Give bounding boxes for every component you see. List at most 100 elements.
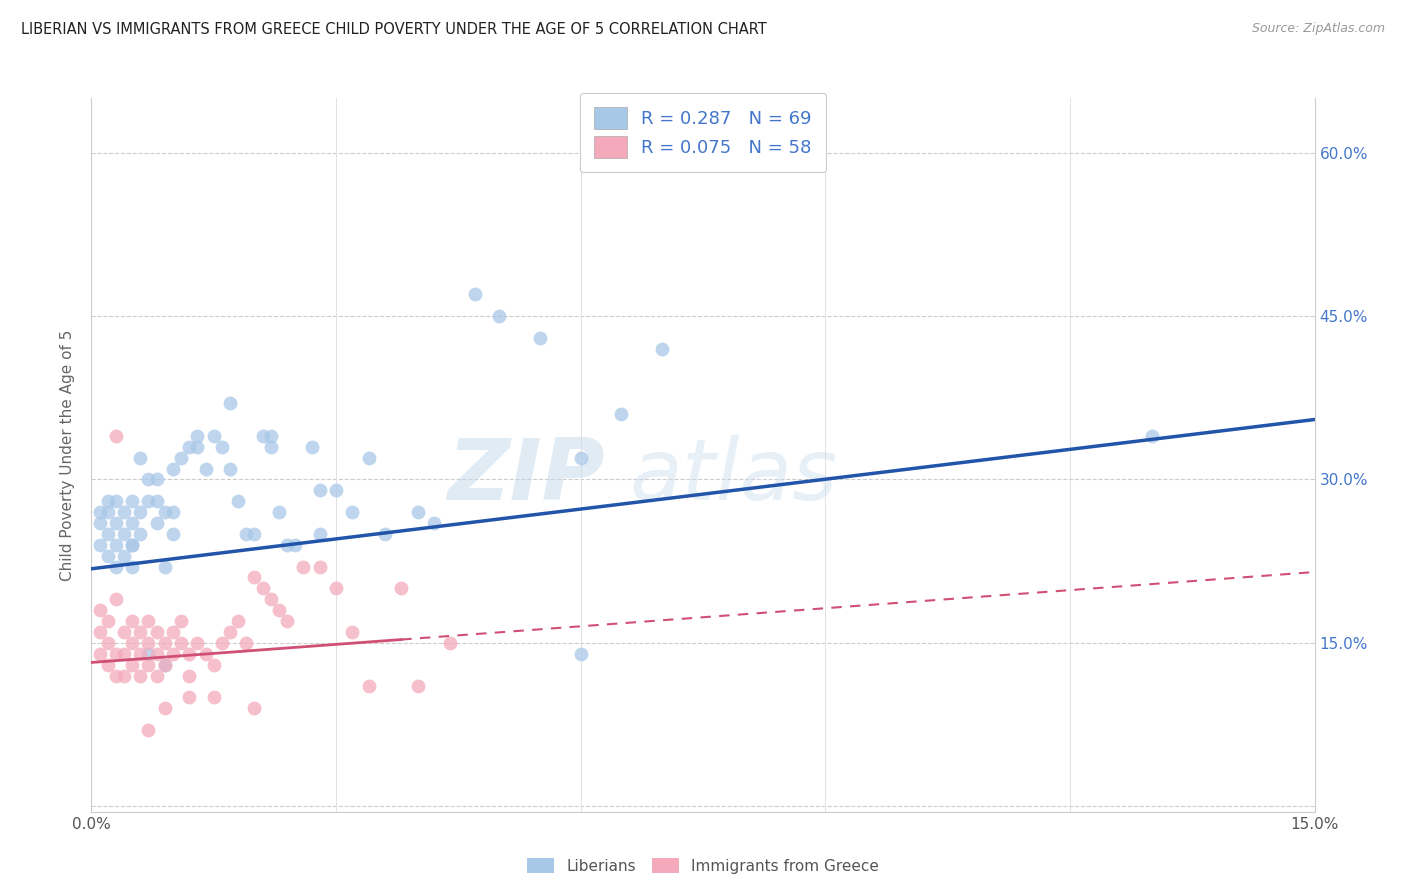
Point	[569, 647, 592, 661]
Point	[162, 624, 184, 639]
Text: ZIP: ZIP	[447, 434, 605, 518]
Point	[252, 429, 274, 443]
Point	[153, 657, 176, 672]
Point	[267, 505, 290, 519]
Point	[129, 450, 152, 465]
Point	[153, 636, 176, 650]
Point	[145, 624, 167, 639]
Point	[89, 603, 111, 617]
Point	[1140, 429, 1163, 443]
Point	[243, 701, 266, 715]
Point	[129, 505, 152, 519]
Point	[121, 516, 143, 530]
Point	[179, 690, 201, 705]
Point	[219, 461, 242, 475]
Point	[112, 527, 135, 541]
Point	[129, 647, 152, 661]
Point	[423, 516, 446, 530]
Point	[488, 309, 510, 323]
Point	[112, 549, 135, 563]
Point	[308, 483, 330, 498]
Point	[276, 538, 298, 552]
Point	[97, 636, 120, 650]
Point	[651, 342, 673, 356]
Point	[121, 559, 143, 574]
Point	[301, 440, 323, 454]
Point	[104, 538, 127, 552]
Point	[162, 647, 184, 661]
Point	[104, 668, 127, 682]
Point	[389, 582, 412, 596]
Point	[529, 331, 551, 345]
Point	[243, 570, 266, 584]
Text: LIBERIAN VS IMMIGRANTS FROM GREECE CHILD POVERTY UNDER THE AGE OF 5 CORRELATION : LIBERIAN VS IMMIGRANTS FROM GREECE CHILD…	[21, 22, 766, 37]
Point	[260, 440, 283, 454]
Point	[121, 636, 143, 650]
Point	[104, 647, 127, 661]
Point	[145, 647, 167, 661]
Point	[153, 701, 176, 715]
Point	[170, 614, 193, 628]
Point	[138, 636, 160, 650]
Point	[439, 636, 461, 650]
Point	[162, 461, 184, 475]
Point	[179, 647, 201, 661]
Point	[260, 592, 283, 607]
Point	[406, 680, 429, 694]
Point	[325, 582, 347, 596]
Point	[89, 516, 111, 530]
Point	[121, 538, 143, 552]
Point	[153, 559, 176, 574]
Point	[129, 527, 152, 541]
Y-axis label: Child Poverty Under the Age of 5: Child Poverty Under the Age of 5	[60, 329, 76, 581]
Point	[112, 668, 135, 682]
Point	[186, 636, 208, 650]
Point	[342, 624, 364, 639]
Point	[104, 516, 127, 530]
Point	[292, 559, 315, 574]
Point	[211, 636, 233, 650]
Point	[104, 592, 127, 607]
Point	[276, 614, 298, 628]
Text: Source: ZipAtlas.com: Source: ZipAtlas.com	[1251, 22, 1385, 36]
Point	[194, 461, 217, 475]
Point	[104, 429, 127, 443]
Point	[219, 624, 242, 639]
Point	[170, 450, 193, 465]
Point	[145, 472, 167, 486]
Point	[186, 440, 208, 454]
Point	[179, 668, 201, 682]
Point	[112, 624, 135, 639]
Point	[153, 505, 176, 519]
Point	[202, 429, 225, 443]
Point	[129, 624, 152, 639]
Point	[170, 636, 193, 650]
Point	[235, 636, 257, 650]
Point	[129, 668, 152, 682]
Point	[211, 440, 233, 454]
Point	[97, 549, 120, 563]
Point	[97, 505, 120, 519]
Point	[138, 472, 160, 486]
Point	[112, 505, 135, 519]
Point	[342, 505, 364, 519]
Point	[104, 559, 127, 574]
Point	[145, 494, 167, 508]
Point	[121, 614, 143, 628]
Point	[374, 527, 396, 541]
Point	[97, 657, 120, 672]
Text: atlas: atlas	[630, 434, 838, 518]
Point	[194, 647, 217, 661]
Point	[145, 516, 167, 530]
Point	[97, 614, 120, 628]
Point	[610, 407, 633, 421]
Point	[162, 505, 184, 519]
Point	[89, 624, 111, 639]
Point	[308, 527, 330, 541]
Point	[219, 396, 242, 410]
Point	[202, 690, 225, 705]
Point	[357, 450, 380, 465]
Point	[406, 505, 429, 519]
Point	[569, 450, 592, 465]
Point	[243, 527, 266, 541]
